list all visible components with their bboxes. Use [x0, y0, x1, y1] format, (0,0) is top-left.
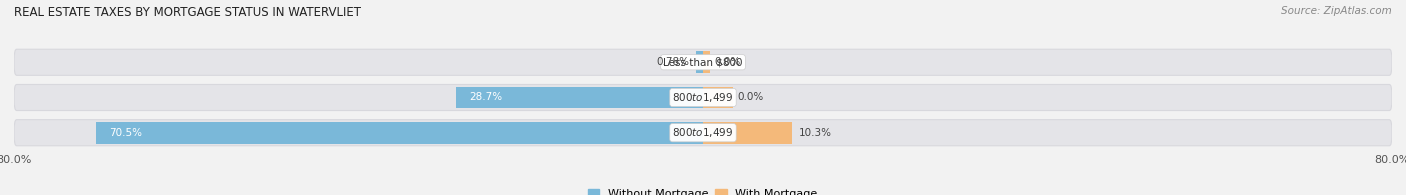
Text: $800 to $1,499: $800 to $1,499: [672, 126, 734, 139]
Bar: [703, 122, 792, 144]
Text: 0.78%: 0.78%: [657, 57, 689, 67]
Bar: [456, 87, 703, 108]
Bar: [96, 122, 703, 144]
FancyBboxPatch shape: [14, 120, 1392, 146]
Text: $800 to $1,499: $800 to $1,499: [672, 91, 734, 104]
Text: 0.0%: 0.0%: [714, 57, 741, 67]
Text: REAL ESTATE TAXES BY MORTGAGE STATUS IN WATERVLIET: REAL ESTATE TAXES BY MORTGAGE STATUS IN …: [14, 6, 361, 19]
Text: 0.0%: 0.0%: [738, 92, 763, 103]
Text: Source: ZipAtlas.com: Source: ZipAtlas.com: [1281, 6, 1392, 16]
FancyBboxPatch shape: [14, 49, 1392, 75]
Text: 28.7%: 28.7%: [468, 92, 502, 103]
Text: 70.5%: 70.5%: [108, 128, 142, 138]
FancyBboxPatch shape: [14, 84, 1392, 111]
Text: Less than $800: Less than $800: [664, 57, 742, 67]
Bar: [703, 87, 733, 108]
Legend: Without Mortgage, With Mortgage: Without Mortgage, With Mortgage: [583, 184, 823, 195]
Bar: [696, 51, 703, 73]
Bar: [703, 51, 710, 73]
Text: 10.3%: 10.3%: [799, 128, 831, 138]
